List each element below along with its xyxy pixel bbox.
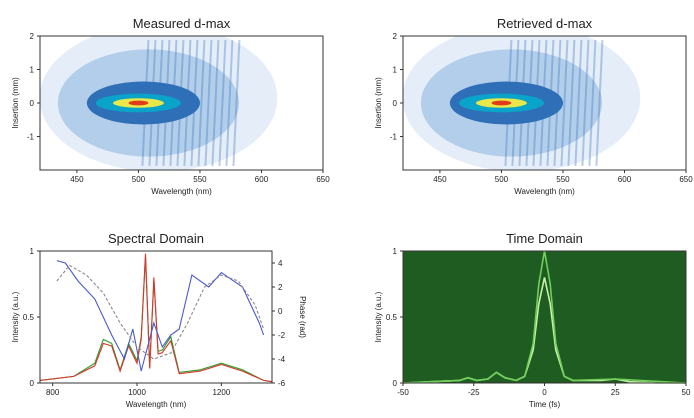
y-tick-label: 1 — [30, 66, 35, 75]
x-tick-label: 450 — [433, 175, 447, 184]
y-tick-label: -1 — [390, 133, 398, 142]
chart-panel-2: Retrieved d-max 450 500 550 600 650 2 1 0 -1 Wavel… — [374, 16, 693, 196]
y-tick-label: 0 — [30, 379, 35, 388]
chart-panel-1: Measured d-max 450 500 550 600 650 2 1 0 -1 Wavele… — [11, 16, 330, 196]
heatmap-peak — [491, 100, 512, 106]
y2-tick-label: -2 — [278, 331, 286, 340]
y2-tick-label: 2 — [278, 283, 283, 292]
heatmap-stripe — [588, 39, 597, 167]
y-tick-label: -1 — [27, 133, 35, 142]
heatmap-stripe — [225, 39, 234, 167]
heatmap-peak — [128, 100, 149, 106]
heatmap-stripe — [204, 39, 213, 167]
chart-title: Spectral Domain — [108, 231, 204, 246]
x-tick-label: 550 — [556, 175, 570, 184]
heatmap-stripe — [197, 39, 206, 167]
x-axis-label: Wavelength (nm) — [514, 187, 575, 196]
chart-title: Time Domain — [506, 231, 583, 246]
series-line-2 — [402, 250, 687, 384]
y-tick-label: 1 — [30, 247, 35, 256]
x-tick-label: 800 — [46, 388, 60, 397]
series-line-4 — [56, 264, 265, 360]
x-tick-label: 50 — [682, 388, 691, 397]
y-tick-label: 0 — [30, 99, 35, 108]
heatmap-stripe — [218, 39, 227, 167]
chart-title: Measured d-max — [133, 16, 231, 31]
y-axis-label: Insertion (mm) — [374, 77, 383, 129]
x-tick-label: 650 — [679, 175, 693, 184]
x-tick-label: 0 — [542, 388, 547, 397]
plot-background — [403, 251, 686, 383]
y2-axis-label: Phase (rad) — [298, 296, 307, 338]
x-tick-label: 600 — [255, 175, 269, 184]
y-tick-label: 0.5 — [386, 313, 398, 322]
series-line-2 — [39, 253, 273, 383]
y-axis-label: Intensity (a.u.) — [374, 291, 383, 342]
y-tick-label: 1 — [393, 247, 398, 256]
heatmap-stripe — [595, 39, 604, 167]
x-tick-label: 500 — [132, 175, 146, 184]
x-tick-label: 1200 — [212, 388, 230, 397]
x-tick-label: 25 — [611, 388, 620, 397]
chart-title: Retrieved d-max — [497, 16, 593, 31]
x-tick-label: 550 — [193, 175, 207, 184]
series-line-3 — [56, 260, 265, 372]
y-tick-label: 1 — [393, 66, 398, 75]
y2-tick-label: -6 — [278, 379, 286, 388]
heatmap-image — [40, 36, 278, 170]
x-tick-label: -25 — [468, 388, 480, 397]
y-axis-label: Insertion (mm) — [11, 77, 20, 129]
x-axis-label: Time (fs) — [529, 400, 561, 409]
x-tick-label: -50 — [397, 388, 409, 397]
x-tick-label: 1000 — [128, 388, 146, 397]
x-tick-label: 500 — [495, 175, 509, 184]
y-tick-label: 2 — [30, 32, 35, 41]
heatmap-stripe — [567, 39, 576, 167]
x-tick-label: 450 — [70, 175, 84, 184]
x-axis-label: Wavelength (nm) — [126, 400, 187, 409]
heatmap-stripe — [560, 39, 569, 167]
heatmap-stripe — [232, 39, 241, 167]
x-tick-label: 650 — [316, 175, 330, 184]
y2-tick-label: -4 — [278, 355, 286, 364]
x-tick-label: 600 — [618, 175, 632, 184]
heatmap-stripe — [574, 39, 583, 167]
y2-tick-label: 4 — [278, 259, 283, 268]
y-tick-label: 2 — [393, 32, 398, 41]
heatmap-stripe — [581, 39, 590, 167]
y2-tick-label: 0 — [278, 307, 283, 316]
y-tick-label: 0 — [393, 99, 398, 108]
heatmap-stripe — [211, 39, 220, 167]
chart-panel-3: Spectral Domain 800 1000 1200 1 0.5 0 4 2 0 -2 -4 -6… — [11, 231, 307, 409]
y-axis-label: Intensity (a.u.) — [11, 291, 20, 342]
heatmap-image — [403, 36, 641, 170]
chart-panel-4: Time Domain -50 -25 0 25 50 1 0.5 0 Time (fs) Inte… — [374, 231, 691, 409]
y-tick-label: 0 — [393, 379, 398, 388]
x-axis-label: Wavelength (nm) — [151, 187, 212, 196]
y-tick-label: 0.5 — [23, 313, 35, 322]
